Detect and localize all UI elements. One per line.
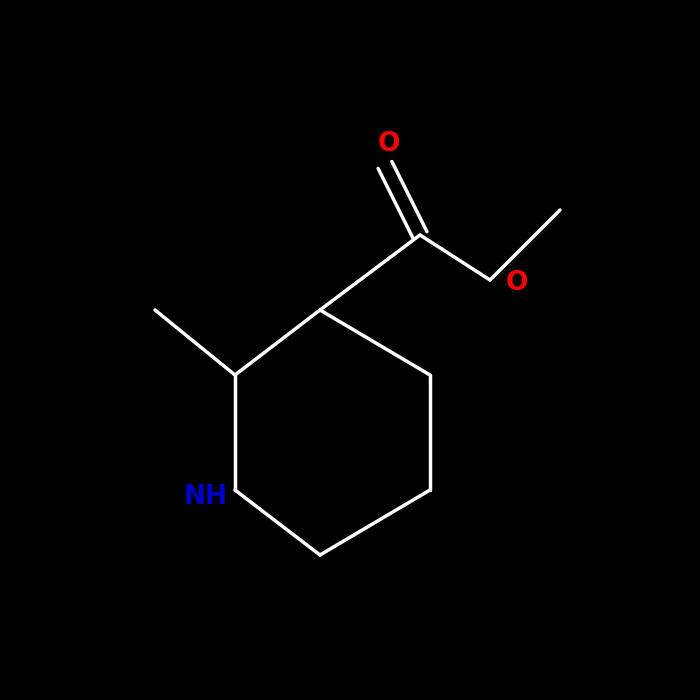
Text: NH: NH [183, 484, 228, 510]
Text: O: O [377, 131, 400, 157]
Text: O: O [505, 270, 528, 297]
